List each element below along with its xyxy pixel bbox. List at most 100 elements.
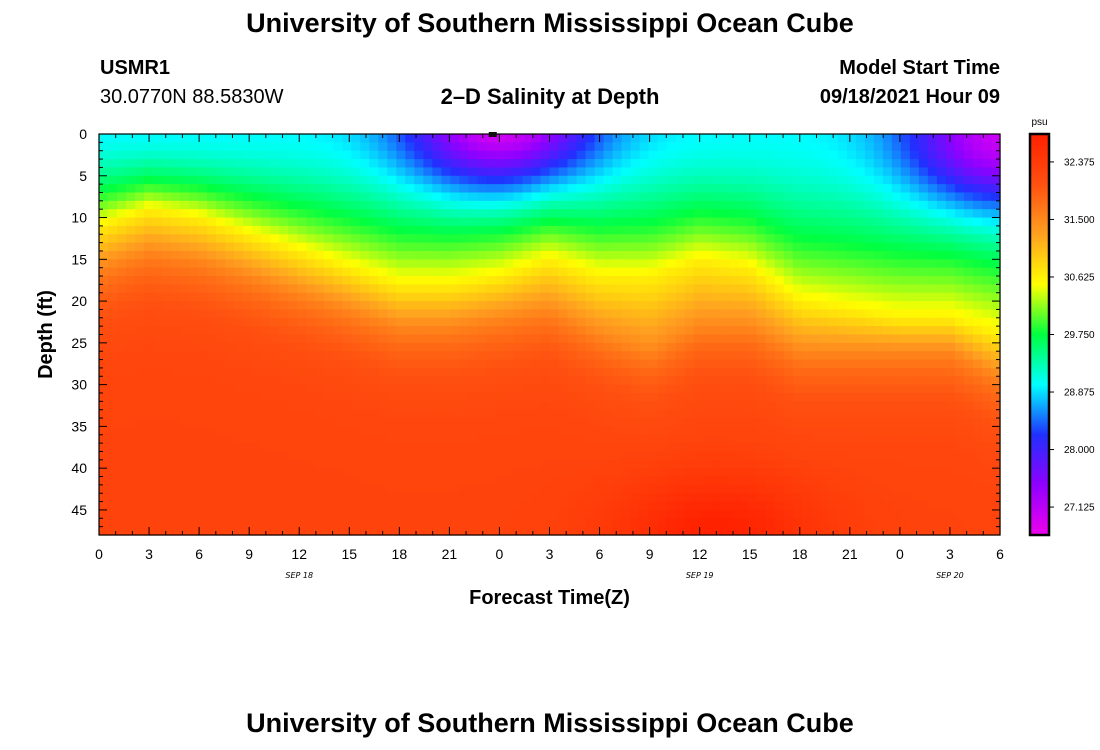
heatmap-cell: [252, 392, 262, 402]
heatmap-cell: [936, 217, 947, 227]
heatmap-cell: [738, 142, 749, 152]
heatmap-cell: [630, 167, 641, 177]
heatmap-cell: [936, 334, 947, 344]
heatmap-cell: [801, 484, 812, 494]
heatmap-cell: [945, 301, 956, 311]
heatmap-cell: [387, 317, 397, 327]
heatmap-cell: [810, 459, 821, 469]
heatmap-cell: [531, 351, 542, 361]
heatmap-cell: [594, 192, 605, 202]
heatmap-cell: [954, 434, 965, 444]
heatmap-cell: [864, 418, 875, 427]
heatmap-cell: [513, 309, 524, 319]
heatmap-cell: [936, 526, 947, 536]
heatmap-cell: [468, 493, 479, 503]
heatmap-cell: [621, 267, 632, 277]
heatmap-cell: [144, 142, 154, 152]
heatmap-cell: [747, 209, 758, 219]
heatmap-cell: [279, 392, 289, 402]
heatmap-cell: [747, 217, 758, 227]
heatmap-cell: [621, 167, 632, 177]
heatmap-cell: [171, 267, 181, 277]
heatmap-cell: [126, 459, 136, 469]
heatmap-cell: [162, 443, 172, 453]
heatmap-cell: [423, 443, 433, 453]
heatmap-cell: [540, 217, 551, 227]
heatmap-cell: [612, 384, 623, 394]
heatmap-cell: [468, 409, 479, 419]
heatmap-cell: [747, 234, 758, 244]
heatmap-cell: [837, 367, 848, 377]
heatmap-cell: [117, 142, 127, 152]
heatmap-cell: [369, 359, 379, 369]
heatmap-cell: [216, 367, 226, 377]
heatmap-cell: [414, 142, 424, 152]
heatmap-cell: [117, 451, 127, 461]
heatmap-cell: [810, 234, 821, 244]
heatmap-cell: [702, 526, 713, 536]
heatmap-cell: [288, 434, 298, 444]
heatmap-cell: [270, 401, 280, 411]
heatmap-cell: [261, 351, 271, 361]
heatmap-cell: [189, 192, 199, 202]
heatmap-cell: [225, 234, 235, 244]
heatmap-cell: [990, 409, 1001, 419]
heatmap-cell: [486, 392, 497, 402]
heatmap-cell: [666, 409, 677, 419]
heatmap-cell: [432, 351, 442, 361]
heatmap-cell: [639, 351, 650, 361]
heatmap-cell: [666, 526, 677, 536]
heatmap-cell: [972, 301, 983, 311]
heatmap-cell: [513, 234, 524, 244]
heatmap-cell: [558, 267, 569, 277]
heatmap-cell: [837, 217, 848, 227]
heatmap-cell: [576, 184, 587, 194]
heatmap-cell: [918, 134, 929, 143]
heatmap-cell: [612, 509, 623, 519]
heatmap-cell: [225, 276, 235, 285]
heatmap-cell: [558, 134, 569, 143]
heatmap-cell: [783, 493, 794, 503]
heatmap-cell: [423, 209, 433, 219]
heatmap-cell: [198, 409, 208, 419]
heatmap-cell: [360, 451, 370, 461]
heatmap-cell: [639, 301, 650, 311]
heatmap-cell: [756, 351, 767, 361]
heatmap-cell: [117, 217, 127, 227]
heatmap-cell: [279, 359, 289, 369]
heatmap-cell: [135, 200, 145, 210]
heatmap-cell: [603, 175, 614, 185]
heatmap-cell: [819, 384, 830, 394]
heatmap-cell: [135, 468, 145, 478]
heatmap-cell: [99, 459, 109, 469]
heatmap-cell: [153, 451, 163, 461]
heatmap-cell: [522, 392, 533, 402]
heatmap-cell: [747, 484, 758, 494]
heatmap-cell: [594, 426, 605, 436]
heatmap-cell: [234, 175, 244, 185]
heatmap-cell: [873, 242, 884, 252]
heatmap-cell: [198, 259, 208, 269]
heatmap-cell: [855, 217, 866, 227]
heatmap-cell: [666, 142, 677, 152]
heatmap-cell: [666, 175, 677, 185]
heatmap-cell: [279, 351, 289, 361]
heatmap-cell: [720, 142, 731, 152]
heatmap-cell: [189, 359, 199, 369]
heatmap-cell: [693, 267, 704, 277]
heatmap-cell: [369, 401, 379, 411]
heatmap-cell: [351, 250, 361, 260]
heatmap-cell: [792, 351, 803, 361]
heatmap-cell: [342, 234, 352, 244]
heatmap-cell: [927, 518, 938, 528]
heatmap-cell: [126, 418, 136, 427]
heatmap-cell: [585, 134, 596, 143]
heatmap-cell: [486, 225, 497, 235]
heatmap-cell: [684, 209, 695, 219]
heatmap-cell: [324, 309, 334, 319]
heatmap-cell: [135, 459, 145, 469]
heatmap-cell: [675, 234, 686, 244]
heatmap-cell: [990, 259, 1001, 269]
heatmap-cell: [567, 443, 578, 453]
heatmap-cell: [945, 234, 956, 244]
